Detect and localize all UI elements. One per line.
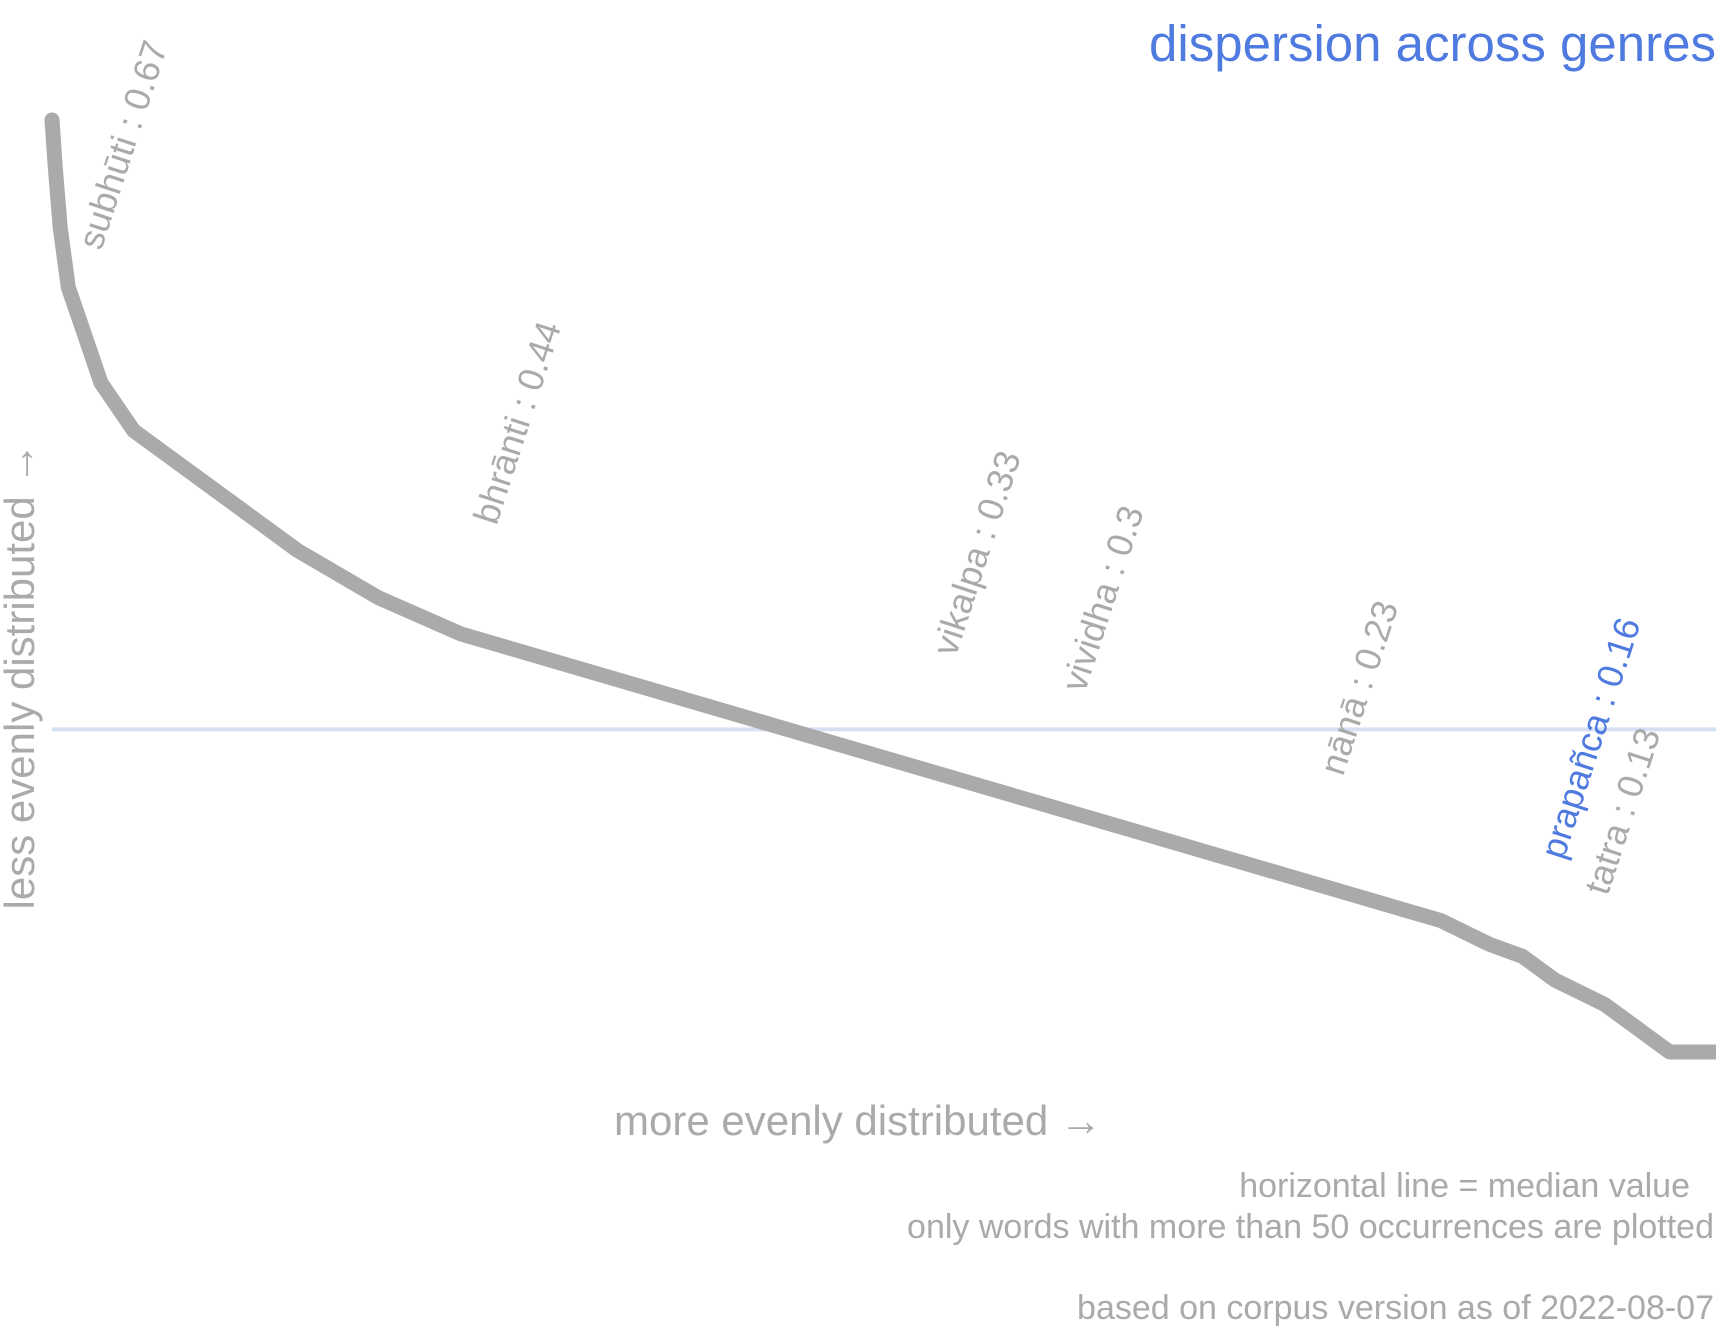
dispersion-curve [44,112,1694,1060]
annotation-label: vividha : 0.3 [1053,501,1151,696]
median-note: horizontal line = median value [1239,1167,1690,1205]
curve-layer [44,112,1716,1060]
y-axis-label: less evenly distributed → [0,442,43,910]
corpus-note: based on corpus version as of 2022-08-07 [1077,1289,1714,1327]
annotation-layer: subhūti : 0.67 bhrānti : 0.44 vikalpa : 0.… [70,36,1669,899]
chart-title: dispersion across genres [1149,15,1716,72]
annotation-label: nānā : 0.23 [1311,596,1406,780]
annotation-label: bhrānti : 0.44 [465,316,569,529]
filter-note: only words with more than 50 occurrences… [907,1208,1714,1246]
x-axis-label: more evenly distributed → [614,1097,1102,1144]
annotation-label: vikalpa : 0.33 [924,446,1029,660]
annotation-label: subhūti : 0.67 [70,36,176,254]
